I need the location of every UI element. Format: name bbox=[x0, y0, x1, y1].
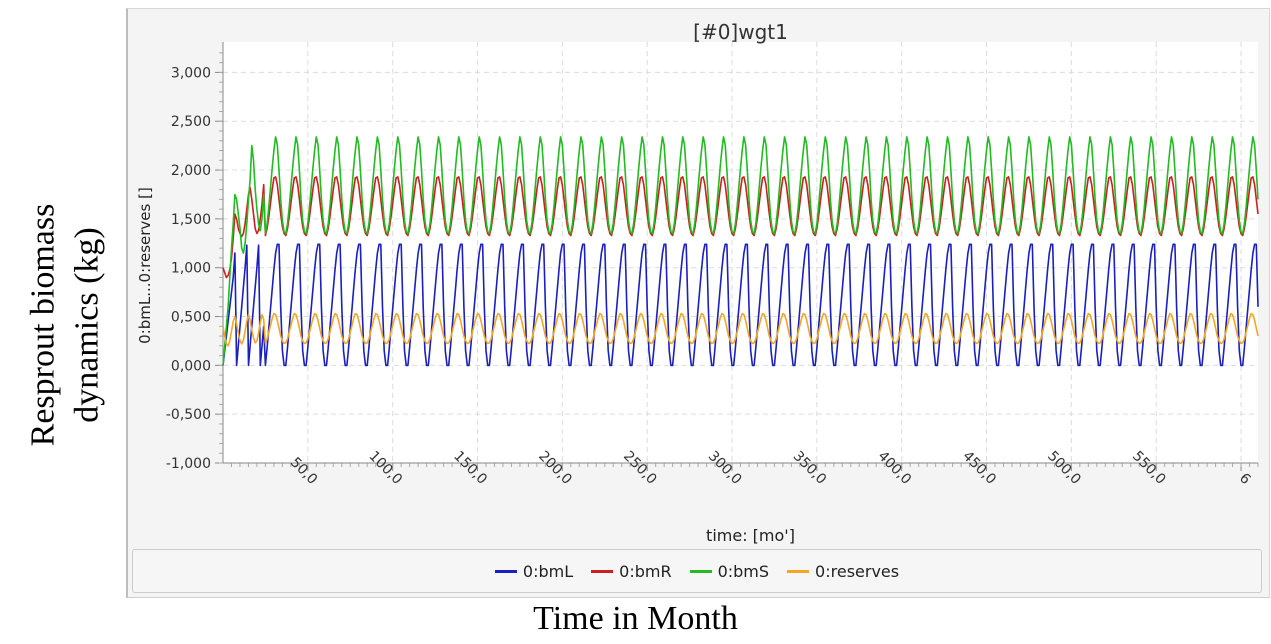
legend-label: 0:bmR bbox=[619, 561, 672, 581]
y-tick-label: -0,500 bbox=[166, 407, 211, 423]
legend-swatch bbox=[494, 569, 517, 573]
chart-svg: -1,000 -0,500 0,000 0,500 1,000 1,500 2,000 2,5… bbox=[136, 20, 1259, 545]
plot-area bbox=[223, 42, 1258, 463]
chart-title: [#0]wgt1 bbox=[693, 20, 788, 44]
y-tick-label: 2,500 bbox=[171, 114, 211, 130]
legend-item: 0:bmS bbox=[689, 561, 770, 581]
legend-item: 0:bmL bbox=[494, 561, 574, 581]
series-line-0bms bbox=[222, 136, 1259, 366]
legend-swatch bbox=[591, 569, 614, 573]
y-axis-title: 0:bmL...0:reserves [] bbox=[136, 187, 154, 344]
x-axis-title: time: [mo'] bbox=[706, 526, 795, 545]
x-tick-label: 6 bbox=[1236, 470, 1254, 488]
legend-swatch bbox=[689, 569, 712, 573]
legend-label: 0:reserves bbox=[815, 561, 900, 581]
series-line-0reserves bbox=[222, 312, 1259, 347]
y-tick-label: 0,500 bbox=[171, 310, 211, 326]
legend-label: 0:bmL bbox=[522, 561, 574, 581]
y-tick-label: 1,500 bbox=[171, 212, 211, 228]
y-tick-label: 1,000 bbox=[171, 261, 211, 277]
y-tick-label: 3,000 bbox=[171, 65, 211, 81]
legend-label: 0:bmS bbox=[717, 561, 770, 581]
chart-legend: 0:bmL 0:bmR 0:bmS 0:reserves bbox=[132, 549, 1262, 593]
y-tick-label: -1,000 bbox=[166, 456, 211, 472]
y-tick-label: 0,000 bbox=[171, 358, 211, 374]
legend-swatch bbox=[787, 569, 810, 573]
legend-item: 0:bmR bbox=[591, 561, 672, 581]
series-line-0bml bbox=[222, 243, 1259, 367]
y-tick-label: 2,000 bbox=[171, 163, 211, 179]
series-line-0bmr bbox=[222, 176, 1259, 279]
outer-x-axis-label: Time in Month bbox=[533, 600, 738, 637]
legend-item: 0:reserves bbox=[787, 562, 899, 581]
